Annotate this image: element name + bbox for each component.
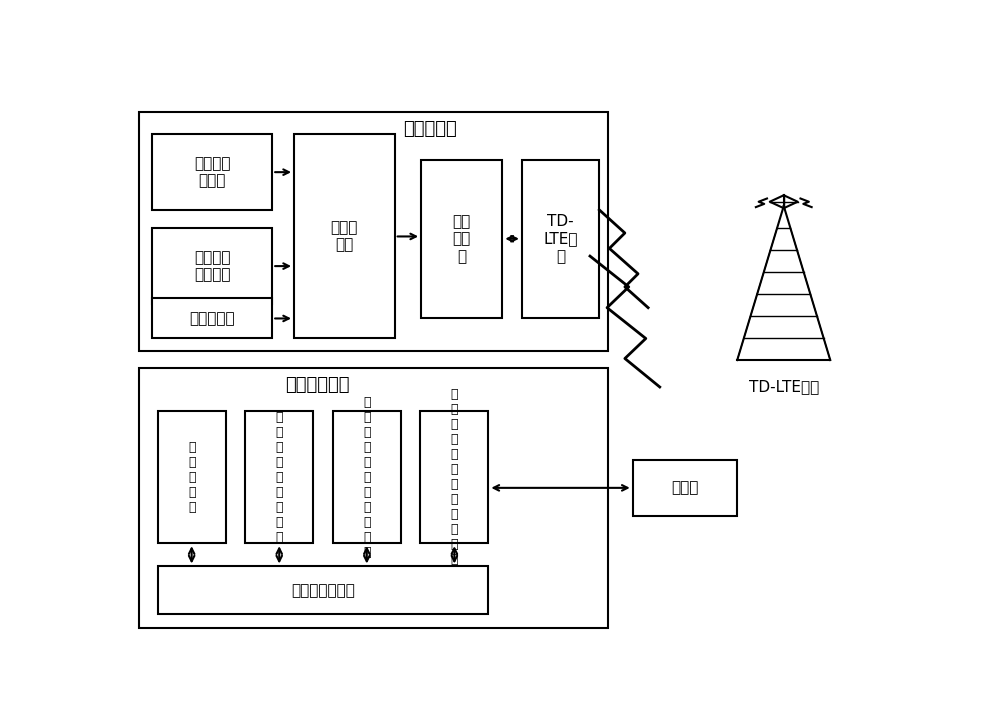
Bar (633, 460, 737, 516)
Text: 互联网: 互联网 (671, 480, 699, 495)
Bar (245, 411, 313, 543)
Bar (152, 299, 272, 339)
Bar (420, 411, 488, 543)
Bar (152, 228, 272, 304)
Text: 通
信
服
务
器: 通 信 服 务 器 (188, 440, 195, 513)
Bar (139, 112, 608, 351)
Text: 光照传感器: 光照传感器 (189, 311, 235, 326)
Bar (333, 411, 401, 543)
Bar (294, 135, 395, 339)
Text: 气象监控服务器: 气象监控服务器 (291, 583, 355, 598)
Text: 处理
器单
元: 处理 器单 元 (453, 214, 471, 263)
Bar (139, 368, 608, 628)
Bar (522, 160, 599, 318)
Text: 气象监控站: 气象监控站 (403, 120, 457, 138)
Bar (158, 566, 488, 614)
Text: 数据采
集卡: 数据采 集卡 (331, 221, 358, 253)
Bar (158, 411, 226, 543)
Text: TD-
LTE模
块: TD- LTE模 块 (543, 214, 578, 263)
Text: 气
象
数
据
历
史
记
录
服
务
器: 气 象 数 据 历 史 记 录 服 务 器 (363, 395, 371, 558)
Text: 温、湿度
传感器: 温、湿度 传感器 (194, 156, 230, 188)
Bar (421, 160, 502, 318)
Text: 气象监控中心: 气象监控中心 (285, 376, 349, 394)
Text: 气
象
传
感
器
设
备
维
护
服
务
器: 气 象 传 感 器 设 备 维 护 服 务 器 (451, 388, 458, 566)
Bar (152, 135, 272, 210)
Text: TD-LTE基站: TD-LTE基站 (749, 379, 819, 395)
Text: 气
象
数
据
报
警
服
务
器: 气 象 数 据 报 警 服 务 器 (275, 410, 283, 543)
Text: 风速、风
向传感器: 风速、风 向传感器 (194, 250, 230, 282)
